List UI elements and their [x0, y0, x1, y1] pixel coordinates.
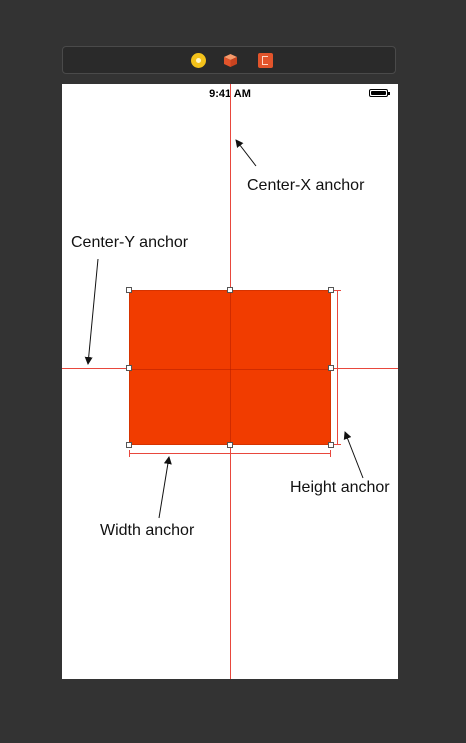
height-anchor-label: Height anchor [290, 479, 390, 496]
view-controller-icon[interactable] [191, 53, 206, 68]
battery-icon [369, 89, 390, 97]
resize-handle-bottom-left[interactable] [126, 442, 132, 448]
callout-arrows [84, 139, 364, 519]
resize-handle-middle-left[interactable] [126, 365, 132, 371]
width-anchor-label: Width anchor [100, 522, 195, 539]
view-center-y-line [130, 369, 330, 370]
center-y-anchor-label: Center-Y anchor [71, 234, 189, 251]
resize-handle-bottom-right[interactable] [328, 442, 334, 448]
iphone-canvas[interactable]: 9:41 AM Center-X anchor Center-Y anchor … [62, 84, 398, 679]
scene-dock-bar [62, 46, 396, 74]
height-dimension-line [334, 290, 341, 445]
width-dimension-line [129, 450, 331, 457]
resize-handle-bottom-center[interactable] [227, 442, 233, 448]
resize-handle-top-center[interactable] [227, 287, 233, 293]
resize-handle-top-right[interactable] [328, 287, 334, 293]
exit-icon[interactable] [258, 53, 273, 68]
center-x-anchor-label: Center-X anchor [247, 177, 365, 194]
first-responder-icon[interactable] [223, 53, 238, 68]
resize-handle-top-left[interactable] [126, 287, 132, 293]
view-center-x-line [230, 291, 231, 444]
resize-handle-middle-right[interactable] [328, 365, 334, 371]
